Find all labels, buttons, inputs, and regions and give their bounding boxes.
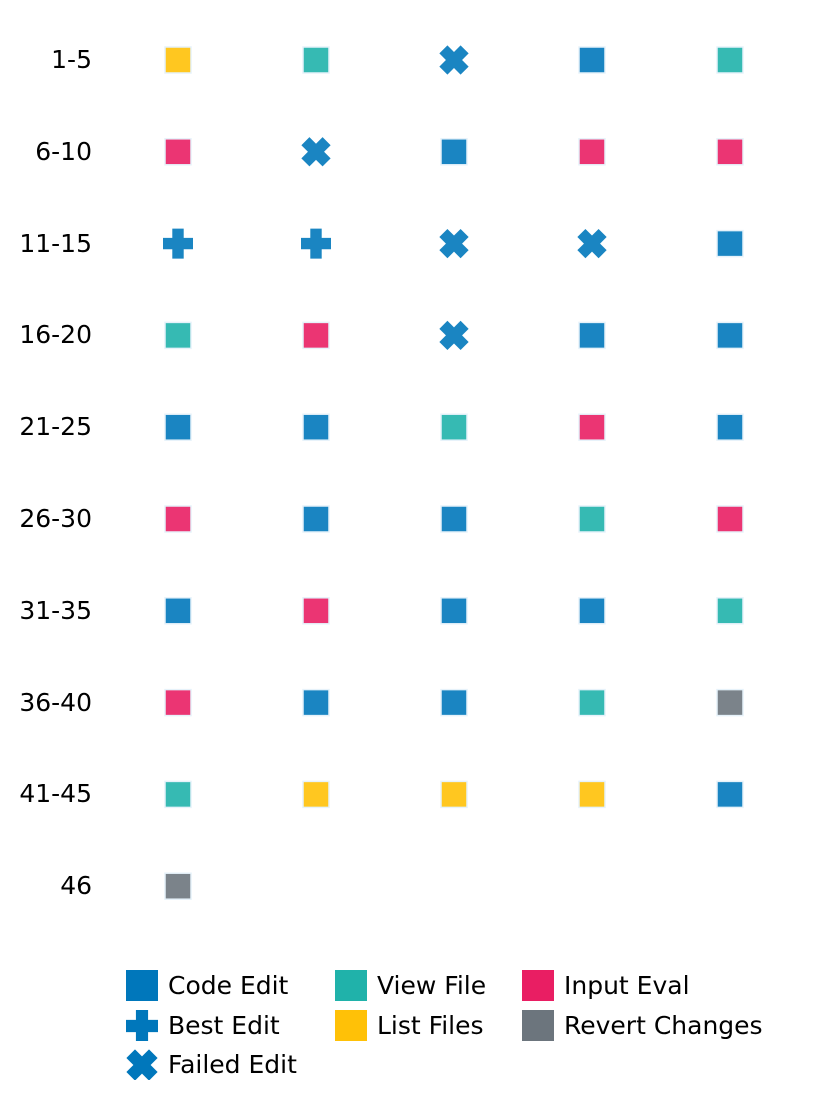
legend-label: View File bbox=[377, 970, 487, 1000]
marker-code-edit bbox=[302, 413, 330, 441]
marker-best-edit bbox=[301, 228, 331, 259]
marker-list-files bbox=[302, 780, 330, 809]
marker-code-edit bbox=[578, 46, 606, 74]
legend-label: List Files bbox=[377, 1010, 484, 1040]
row-label: 21-25 bbox=[19, 412, 92, 442]
marker-code-edit bbox=[716, 321, 744, 350]
marker-input-eval bbox=[716, 505, 744, 533]
legend-swatch bbox=[126, 970, 158, 1001]
marker-code-edit bbox=[440, 597, 468, 625]
row-label: 6-10 bbox=[35, 136, 92, 166]
marker-input-eval bbox=[164, 505, 192, 533]
marker-list-files bbox=[578, 780, 606, 809]
marker-code-edit bbox=[716, 229, 744, 258]
legend-marker-best-edit bbox=[126, 1010, 158, 1041]
row-label: 16-20 bbox=[19, 320, 92, 350]
marker-input-eval bbox=[164, 138, 192, 166]
marker-code-edit bbox=[578, 597, 606, 625]
legend-marker-input-eval bbox=[522, 970, 554, 1001]
marker-failed-edit bbox=[577, 228, 607, 259]
marker-failed-edit bbox=[439, 320, 469, 351]
row-label: 26-30 bbox=[19, 504, 92, 533]
marker-best-edit bbox=[163, 228, 193, 259]
legend-swatch bbox=[522, 1010, 554, 1041]
marker-list-files bbox=[440, 780, 468, 809]
marker-code-edit bbox=[164, 597, 192, 625]
marker-code-edit bbox=[440, 505, 468, 533]
legend-marker-list-files bbox=[335, 1010, 367, 1041]
legend-item-revert-changes: Revert Changes bbox=[522, 1008, 763, 1042]
legend-marker-view-file bbox=[335, 970, 367, 1001]
legend-label: Revert Changes bbox=[564, 1010, 763, 1040]
legend-swatch bbox=[522, 970, 554, 1001]
marker-view-file bbox=[716, 597, 744, 625]
legend-item-best-edit: Best Edit bbox=[126, 1008, 280, 1042]
legend-label: Input Eval bbox=[564, 970, 690, 1000]
marker-code-edit bbox=[302, 688, 330, 717]
legend-swatch bbox=[335, 1010, 367, 1041]
row-label: 46 bbox=[60, 871, 92, 901]
row-label: 1-5 bbox=[51, 45, 92, 74]
legend: Code Edit Best Edit Failed Edit View File Li… bbox=[126, 968, 806, 1088]
row-label: 41-45 bbox=[19, 779, 92, 809]
marker-input-eval bbox=[716, 138, 744, 166]
marker-code-edit bbox=[578, 321, 606, 350]
marker-code-edit bbox=[164, 413, 192, 441]
step-grid-chart bbox=[163, 45, 744, 900]
legend-swatch bbox=[335, 970, 367, 1001]
marker-view-file bbox=[578, 688, 606, 717]
legend-swatch bbox=[126, 1049, 158, 1080]
legend-item-code-edit: Code Edit bbox=[126, 968, 288, 1002]
marker-revert-changes bbox=[164, 872, 192, 900]
marker-input-eval bbox=[164, 688, 192, 717]
marker-code-edit bbox=[716, 780, 744, 809]
marker-failed-edit bbox=[439, 45, 469, 75]
marker-view-file bbox=[716, 46, 744, 74]
marker-view-file bbox=[164, 321, 192, 350]
legend-label: Failed Edit bbox=[168, 1049, 297, 1079]
legend-label: Best Edit bbox=[168, 1010, 280, 1040]
marker-code-edit bbox=[440, 688, 468, 717]
row-label: 36-40 bbox=[19, 687, 92, 717]
marker-list-files bbox=[164, 46, 192, 74]
legend-item-failed-edit: Failed Edit bbox=[126, 1047, 297, 1081]
legend-marker-code-edit bbox=[126, 970, 158, 1001]
marker-code-edit bbox=[716, 413, 744, 441]
marker-code-edit bbox=[440, 138, 468, 166]
marker-input-eval bbox=[302, 321, 330, 350]
marker-view-file bbox=[164, 780, 192, 809]
row-label: 11-15 bbox=[19, 228, 92, 258]
row-label: 31-35 bbox=[19, 595, 92, 625]
marker-input-eval bbox=[578, 413, 606, 441]
legend-item-list-files: List Files bbox=[335, 1008, 484, 1042]
marker-input-eval bbox=[578, 138, 606, 166]
marker-failed-edit bbox=[301, 137, 331, 167]
legend-swatch bbox=[126, 1010, 158, 1041]
marker-failed-edit bbox=[439, 228, 469, 259]
legend-marker-failed-edit bbox=[126, 1049, 158, 1080]
legend-marker-revert-changes bbox=[522, 1010, 554, 1041]
marker-view-file bbox=[302, 46, 330, 74]
marker-input-eval bbox=[302, 597, 330, 625]
legend-item-input-eval: Input Eval bbox=[522, 968, 690, 1002]
marker-view-file bbox=[578, 505, 606, 533]
marker-revert-changes bbox=[716, 688, 744, 717]
marker-view-file bbox=[440, 413, 468, 441]
legend-label: Code Edit bbox=[168, 970, 289, 1000]
legend-item-view-file: View File bbox=[335, 968, 486, 1002]
marker-code-edit bbox=[302, 505, 330, 533]
